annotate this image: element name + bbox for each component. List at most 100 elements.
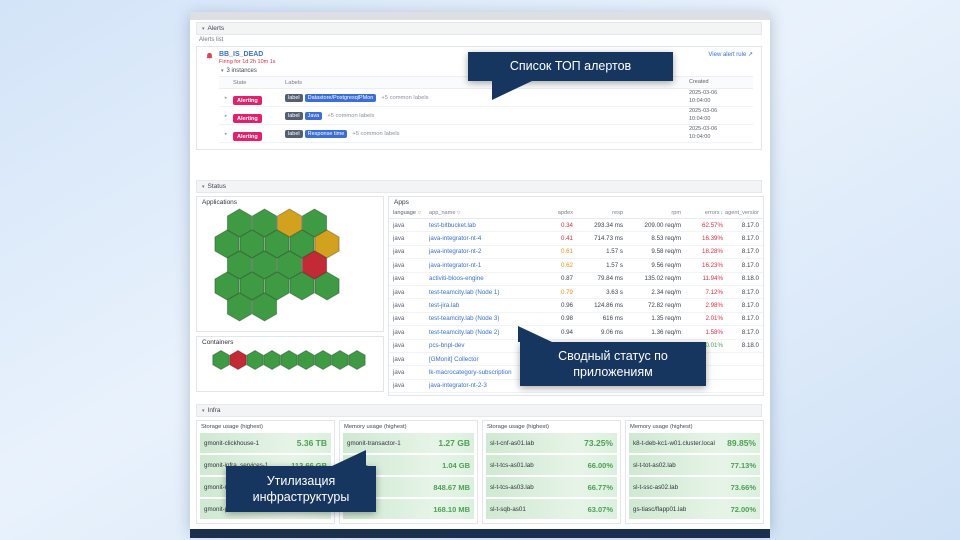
- hex-cell-green[interactable]: [212, 349, 230, 371]
- app-name-link[interactable]: test-bitbucket.lab: [429, 221, 476, 229]
- app-name-link[interactable]: test-jira.lab: [429, 302, 460, 310]
- alert-rule-name-link[interactable]: BB_IS_DEAD: [219, 51, 264, 58]
- app-name-link[interactable]: test-teamcity.lab (Node 3): [429, 315, 500, 323]
- hex-cell-green[interactable]: [226, 208, 253, 238]
- alert-instance-row[interactable]: ▸ Alerting label Datastore/PostgresqlPMon +5…: [219, 89, 753, 107]
- applications-panel: Applications: [196, 196, 384, 332]
- app-name-link[interactable]: java-integrator-nt-4: [429, 235, 482, 243]
- infra-gauge-row: sl-t-tcs-as03.lab 66.77%: [486, 477, 617, 497]
- created-timestamp: 2025-03-06 10:04:00: [689, 126, 718, 140]
- infra-host-name: gmonit-p: [204, 505, 229, 513]
- hex-cell-green[interactable]: [276, 250, 303, 280]
- hex-cell-green[interactable]: [251, 208, 278, 238]
- alert-instance-row[interactable]: ▸ Alerting label Response time +5 common lab…: [219, 125, 753, 143]
- hex-cell-green[interactable]: [289, 229, 315, 259]
- infra-host-name: sl-t-tot-as02.lab: [633, 461, 676, 469]
- column-header-resp[interactable]: resp: [612, 209, 623, 216]
- infra-host-name: k8-t-deb-kc1-w01.cluster.local: [633, 439, 715, 447]
- callout-pointer: [332, 450, 366, 466]
- hex-cell-green[interactable]: [264, 271, 290, 301]
- column-header-labels[interactable]: Labels: [285, 79, 303, 86]
- hex-cell-green[interactable]: [263, 349, 281, 371]
- column-header-app-name[interactable]: app_name ▽: [429, 210, 541, 216]
- app-errors: 1.58%: [705, 328, 723, 336]
- chevron-down-icon: ▾: [202, 407, 205, 414]
- column-header-state[interactable]: State: [233, 79, 247, 86]
- infra-usage-value: 168.10 MB: [433, 504, 470, 514]
- column-header-apdex[interactable]: apdex: [557, 209, 573, 216]
- app-rpm: 1.35 req/m: [651, 315, 681, 323]
- app-name-link[interactable]: [GMonit] Collector: [429, 355, 479, 363]
- hex-cell-green[interactable]: [280, 349, 298, 371]
- instances-toggle[interactable]: ▾ 3 instances: [221, 68, 753, 74]
- app-row: java test-bitbucket.lab 0.34 293.34 ms 209.0…: [389, 219, 763, 233]
- app-name-link[interactable]: pcs-bnpl-dev: [429, 342, 465, 350]
- infra-host-name: gmonit-clickhouse-1: [204, 439, 260, 447]
- hex-cell-green[interactable]: [251, 250, 278, 280]
- app-name-link[interactable]: java-integrator-nt-1: [429, 261, 482, 269]
- hex-cell-green[interactable]: [214, 271, 240, 301]
- hex-cell-green[interactable]: [301, 208, 328, 238]
- app-name-link[interactable]: test-teamcity.lab (Node 1): [429, 288, 500, 296]
- applications-honeycomb[interactable]: [205, 207, 375, 331]
- column-header-agent-version[interactable]: agent_version: [725, 209, 759, 216]
- column-header-language[interactable]: language ▽: [393, 210, 427, 216]
- app-name-link[interactable]: activiti-bloos-engine: [429, 275, 484, 283]
- app-resp: 616 ms: [602, 315, 623, 323]
- app-name-link[interactable]: java-integrator-nt-2: [429, 248, 482, 256]
- infra-gauge-row: sl-t-tot-as02.lab 77.13%: [629, 455, 760, 475]
- hex-cell-red[interactable]: [301, 250, 328, 280]
- app-errors: 7.12%: [705, 288, 723, 296]
- app-language: java: [393, 355, 405, 363]
- callout-text-line1: Утилизация: [266, 473, 336, 488]
- hex-cell-green[interactable]: [246, 349, 264, 371]
- hex-cell-green[interactable]: [214, 229, 240, 259]
- hex-cell-green[interactable]: [314, 271, 340, 301]
- infra-usage-value: 1.27 GB: [438, 438, 470, 448]
- app-apdex: 0.41: [560, 235, 573, 243]
- app-row: java java-integrator-nt-1 0.62 1.57 s 9.56 r…: [389, 259, 763, 273]
- hex-cell-green[interactable]: [226, 250, 253, 280]
- section-header-alerts[interactable]: ▾ Alerts: [196, 22, 762, 35]
- section-header-status[interactable]: ▾ Status: [196, 180, 762, 193]
- column-header-rpm[interactable]: rpm: [671, 209, 681, 216]
- dashboard-screenshot: ▾ Alerts Alerts list BB_IS_DEAD Firing f…: [190, 12, 770, 529]
- hex-cell-green[interactable]: [264, 229, 290, 259]
- hex-cell-green[interactable]: [289, 271, 315, 301]
- app-name-link[interactable]: java-integrator-nt-2-3: [429, 382, 487, 390]
- hex-cell-green[interactable]: [297, 349, 315, 371]
- callout-text: Список ТОП алертов: [509, 59, 632, 74]
- hex-cell-green[interactable]: [251, 292, 278, 322]
- containers-panel-title: Containers: [202, 339, 234, 346]
- view-alert-rule-link[interactable]: View alert rule ↗: [708, 51, 753, 58]
- containers-honeycomb[interactable]: [205, 347, 375, 373]
- hex-cell-green[interactable]: [348, 349, 366, 371]
- app-language: java: [393, 315, 405, 323]
- hex-cell-green[interactable]: [331, 349, 349, 371]
- alert-instance-row[interactable]: ▸ Alerting label Java +5 common labels 2025-0…: [219, 107, 753, 125]
- app-row: java java-integrator-nt-2-3: [389, 380, 763, 394]
- hex-cell-green[interactable]: [239, 229, 265, 259]
- column-header-created[interactable]: Created: [689, 78, 709, 85]
- hex-cell-green[interactable]: [239, 271, 265, 301]
- hex-cell-green[interactable]: [314, 349, 332, 371]
- hex-cell-yellow[interactable]: [314, 229, 340, 259]
- chevron-down-icon: ▾: [221, 68, 224, 74]
- infra-usage-value: 72.00%: [730, 504, 756, 514]
- app-name-link[interactable]: test-teamcity.lab (Node 2): [429, 328, 500, 336]
- app-agent-version: 8.17.0: [741, 221, 759, 229]
- app-row: java test-teamcity.lab (Node 2) 0.94 9.06 m…: [389, 326, 763, 340]
- hex-cell-red[interactable]: [229, 349, 247, 371]
- app-errors: 16.23%: [702, 261, 723, 269]
- hex-cell-yellow[interactable]: [276, 208, 303, 238]
- infra-gauge-row: gmonit-transactor-1 1.27 GB: [343, 433, 474, 453]
- app-agent-version: 8.18.0: [741, 275, 759, 283]
- hex-cell-green[interactable]: [226, 292, 253, 322]
- infra-usage-value: 73.66%: [730, 482, 756, 492]
- column-header-errors[interactable]: errors↓: [683, 210, 723, 216]
- alert-firing-status: Firing for 1d 2h 10m 1s: [219, 59, 276, 65]
- app-name-link[interactable]: lk-macrocategory-subscription: [429, 368, 512, 376]
- app-errors: 16.39%: [702, 235, 723, 243]
- section-header-infra[interactable]: ▾ Infra: [196, 404, 762, 417]
- app-agent-version: 8.17.0: [741, 302, 759, 310]
